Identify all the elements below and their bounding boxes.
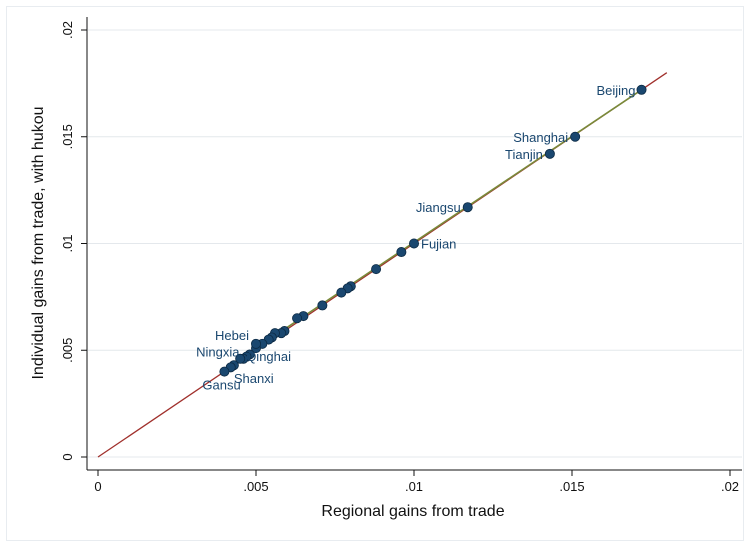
point-label-shanxi: Shanxi: [234, 371, 274, 386]
point-label-jiangsu: Jiangsu: [416, 200, 461, 215]
data-point: [336, 287, 347, 298]
data-point: [317, 300, 328, 311]
x-tick-label: .01: [405, 479, 423, 494]
point-label-fujian: Fujian: [421, 237, 456, 252]
data-point: [636, 84, 647, 95]
reference-lines: [97, 72, 668, 458]
point-labels: Beijing Shanghai Tianjin Jiangsu Fujian Hebei…: [196, 83, 635, 393]
x-axis-title: Regional gains from trade: [321, 503, 504, 520]
data-points: [219, 84, 647, 377]
data-point: [371, 264, 382, 275]
data-point: [396, 247, 407, 258]
point-label-tianjin: Tianjin: [505, 147, 543, 162]
grid-lines: [88, 29, 742, 458]
data-point: [570, 131, 581, 142]
point-label-beijing: Beijing: [596, 83, 635, 98]
x-ticks: 0 .005 .01 .015 .02: [94, 470, 739, 494]
y-tick-label: 0: [60, 453, 75, 460]
y-axis-title: Individual gains from trade, with hukou: [30, 106, 47, 379]
x-tick-label: .015: [559, 479, 584, 494]
data-point: [408, 238, 419, 249]
x-tick-label: .02: [721, 479, 739, 494]
data-point: [544, 148, 555, 159]
y-ticks: 0 .005 .01 .015 .02: [60, 21, 87, 461]
data-point: [219, 366, 230, 377]
point-label-gansu: Gansu: [202, 378, 240, 393]
data-point: [235, 353, 246, 364]
point-label-qinghai: Qinghai: [246, 349, 291, 364]
x-tick-label: .005: [243, 479, 268, 494]
data-point: [292, 313, 303, 324]
point-label-hebei: Hebei: [215, 328, 249, 343]
data-point: [462, 202, 473, 213]
y-tick-label: .02: [60, 21, 75, 39]
point-label-ningxia: Ningxia: [196, 345, 240, 360]
y-tick-label: .005: [60, 338, 75, 363]
y-tick-label: .01: [60, 234, 75, 252]
point-label-shanghai: Shanghai: [513, 130, 568, 145]
data-point: [250, 338, 261, 349]
y-tick-label: .015: [60, 124, 75, 149]
x-tick-label: 0: [94, 479, 101, 494]
